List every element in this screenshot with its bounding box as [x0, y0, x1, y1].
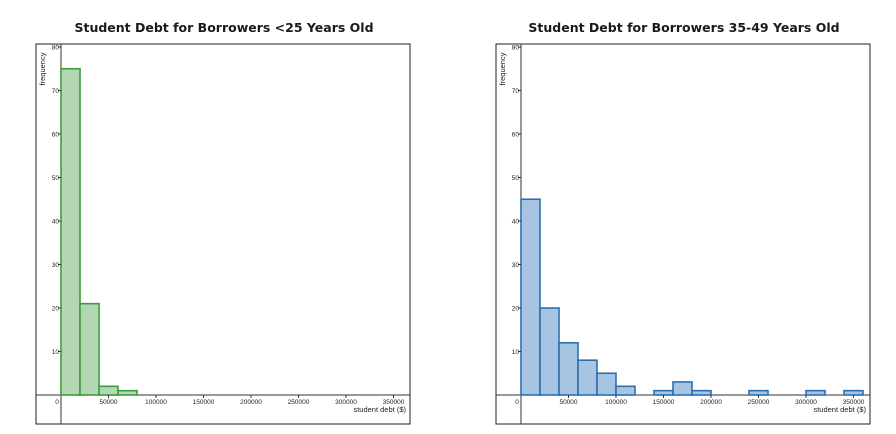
chart-title: Student Debt for Borrowers 35-49 Years O… [528, 20, 840, 35]
histogram-bar [672, 381, 693, 396]
x-tick-label: 300000 [335, 399, 357, 406]
y-axis-label: frequency [498, 52, 507, 85]
histogram-bar [653, 389, 674, 396]
histogram-bar [60, 67, 81, 396]
y-tick-label: 80 [52, 45, 60, 52]
y-tick-label: 10 [52, 349, 60, 356]
histogram-bar [520, 198, 541, 396]
y-tick-label: 40 [512, 219, 520, 226]
histogram-bar [539, 307, 560, 396]
x-tick-label: 100000 [605, 399, 627, 406]
x-tick-label: 0 [515, 399, 519, 406]
histogram-bar [117, 389, 138, 396]
x-tick-label: 50000 [99, 399, 117, 406]
y-tick-label: 80 [512, 45, 520, 52]
x-tick-label: 0 [55, 399, 59, 406]
histogram-bar [596, 372, 617, 396]
plot-frame [35, 43, 411, 425]
y-tick-label: 30 [512, 262, 520, 269]
y-tick-label: 60 [52, 132, 60, 139]
y-tick-label: 50 [52, 175, 60, 182]
y-tick-label: 30 [52, 262, 60, 269]
x-tick-label: 150000 [193, 399, 215, 406]
y-tick-label: 20 [52, 306, 60, 313]
x-tick-label: 200000 [700, 399, 722, 406]
x-tick-label: 350000 [383, 399, 405, 406]
x-tick-label: 100000 [145, 399, 167, 406]
x-tick-label: 250000 [748, 399, 770, 406]
histogram-bar [615, 385, 636, 396]
histogram-bar [805, 389, 826, 396]
y-tick-label: 40 [52, 219, 60, 226]
histogram-bar [79, 302, 100, 396]
y-tick-label: 70 [52, 88, 60, 95]
chart-title: Student Debt for Borrowers <25 Years Old [74, 20, 374, 35]
x-tick-label: 350000 [843, 399, 865, 406]
y-axis-label: frequency [38, 52, 47, 85]
x-axis-label: student debt ($) [353, 405, 406, 414]
y-tick-label: 60 [512, 132, 520, 139]
histogram-bar [843, 389, 864, 396]
histogram-bar [558, 341, 579, 396]
x-tick-label: 50000 [559, 399, 577, 406]
y-tick-label: 10 [512, 349, 520, 356]
x-tick-label: 300000 [795, 399, 817, 406]
histogram-bar [691, 389, 712, 396]
x-tick-label: 200000 [240, 399, 262, 406]
histogram-bar [748, 389, 769, 396]
x-tick-label: 150000 [653, 399, 675, 406]
x-axis-label: student debt ($) [813, 405, 866, 414]
plot-frame [495, 43, 871, 425]
x-tick-label: 250000 [288, 399, 310, 406]
y-tick-label: 20 [512, 306, 520, 313]
y-tick-label: 50 [512, 175, 520, 182]
histogram-bar [577, 359, 598, 396]
y-tick-label: 70 [512, 88, 520, 95]
